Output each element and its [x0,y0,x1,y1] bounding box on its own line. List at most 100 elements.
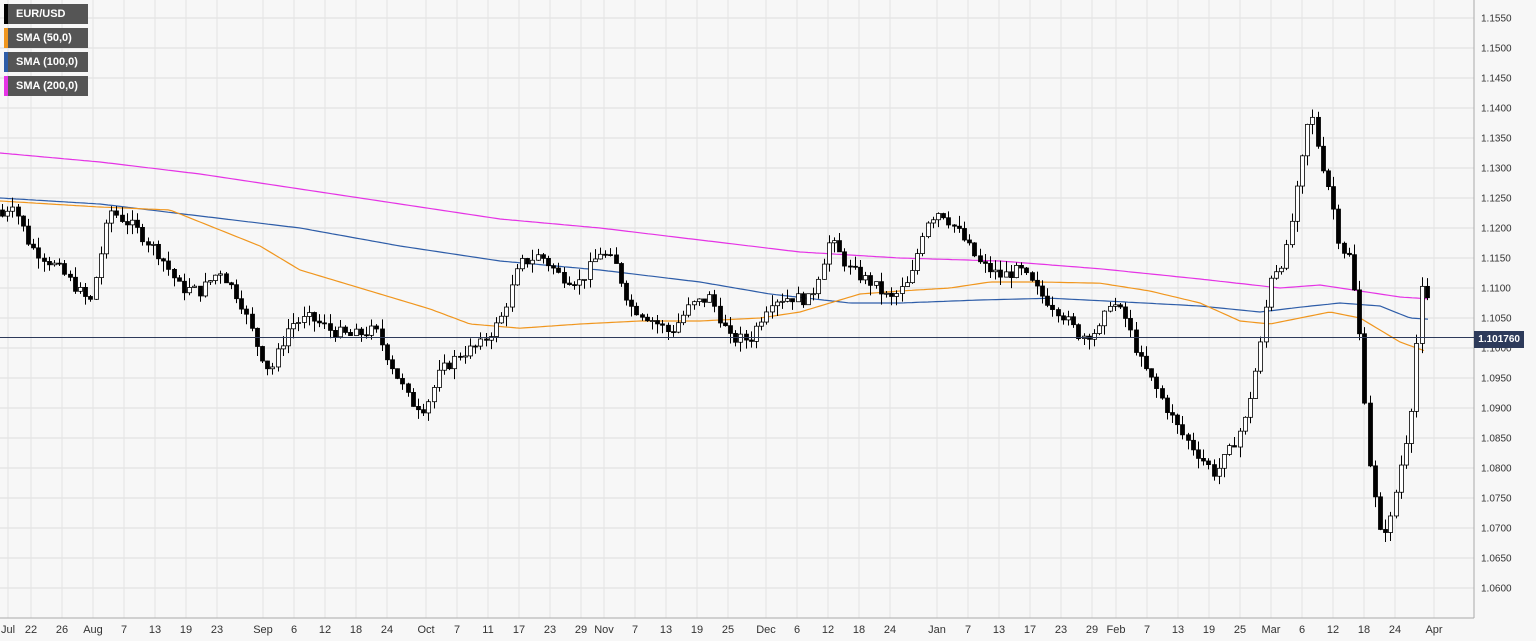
candle-body [88,296,93,300]
x-tick-label: 17 [513,624,525,636]
candle-body [192,285,197,288]
candle-body [629,299,634,307]
y-tick-label: 1.0850 [1481,434,1512,445]
candle-body [437,369,442,388]
x-tick-label: 13 [149,624,161,636]
x-tick-label: 6 [291,624,297,636]
candle-body [692,301,697,306]
candle-body [1342,242,1347,254]
candle-body [1144,355,1149,370]
candle-body [1212,464,1217,477]
candle-body [1217,467,1222,477]
candle-body [244,308,249,315]
candle-body [411,391,416,407]
candle-body [302,316,307,323]
x-tick-label: 19 [691,624,703,636]
candle-body [1191,439,1196,451]
candle-body [354,328,359,336]
candle-body [530,259,535,265]
candle-body [1373,465,1378,498]
candle-body [135,219,140,228]
candle-body [697,298,702,303]
candle-body [73,276,78,292]
y-tick-label: 1.1050 [1481,314,1512,325]
candle-body [738,333,743,343]
legend: EUR/USD SMA (50,0) SMA (100,0) SMA (200,… [4,4,88,100]
candle-body [655,320,660,325]
candle-body [5,210,10,217]
candle-body [0,209,5,217]
candle-body [567,282,572,285]
candle-body [546,257,551,267]
candle-body [78,286,83,292]
candle-body [588,261,593,280]
candle-body [1316,116,1321,147]
x-tick-label: Jul [1,624,15,636]
candle-body [140,227,145,243]
candle-body [473,345,478,348]
x-tick-label: 24 [1389,624,1401,636]
candle-body [858,266,863,281]
candle-body [603,253,608,256]
candle-body [822,263,827,280]
candle-body [57,262,62,265]
candle-body [224,273,229,284]
candle-body [114,210,119,216]
candle-body [229,282,234,286]
candle-body [957,225,962,229]
x-tick-label: Oct [417,624,434,636]
candle-body [239,298,244,310]
candle-body [723,322,728,327]
x-tick-label: 13 [993,624,1005,636]
x-tick-label: Mar [1262,624,1281,636]
candle-body [1149,368,1154,378]
candle-body [291,323,296,330]
candle-body [1399,464,1404,493]
candle-body [1253,370,1258,399]
candle-body [146,241,151,246]
candle-body [359,328,364,336]
candle-body [619,263,624,284]
candle-body [1388,515,1393,533]
candle-body [317,320,322,324]
candle-body [1175,414,1180,426]
candle-body [1102,310,1107,327]
candle-body [681,314,686,324]
candle-body [806,293,811,306]
candle-body [780,300,785,303]
candle-body [1014,264,1019,279]
legend-item-sma50: SMA (50,0) [4,28,88,48]
candle-body [213,274,218,281]
legend-item-sma100: SMA (100,0) [4,52,88,72]
candle-body [1394,491,1399,517]
candle-body [1076,324,1081,339]
candle-body [686,304,691,316]
candle-body [811,293,816,296]
x-tick-label: 11 [482,624,493,636]
candle-body [1170,412,1175,416]
candle-body [83,286,88,297]
candle-body [47,261,52,266]
x-tick-label: 12 [822,624,834,636]
x-tick-label: 13 [1172,624,1184,636]
plot-area [0,0,1474,618]
candle-body [260,346,265,362]
legend-label-eurusd: EUR/USD [16,8,66,20]
y-tick-label: 1.1300 [1481,164,1512,175]
y-tick-label: 1.1250 [1481,194,1512,205]
candle-body [770,305,775,313]
candle-body [463,355,468,358]
candle-body [827,242,832,265]
y-tick-label: 1.0950 [1481,374,1512,385]
candle-body [1071,316,1076,326]
candle-body [385,344,390,361]
candle-body [842,251,847,267]
candle-body [494,322,499,337]
candle-body [1305,123,1310,157]
candle-body [322,322,327,325]
candle-body [442,362,447,371]
y-tick-label: 1.0900 [1481,404,1512,415]
candle-body [26,225,31,245]
candle-body [198,285,203,297]
